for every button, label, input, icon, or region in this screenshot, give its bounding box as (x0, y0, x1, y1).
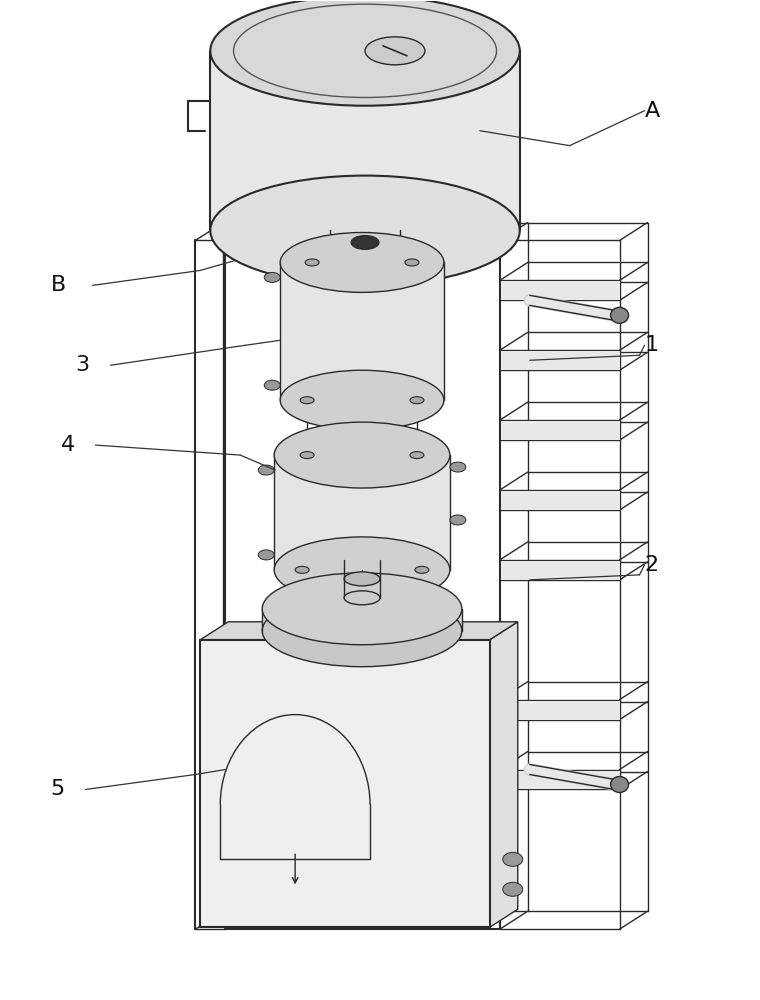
Ellipse shape (405, 259, 419, 266)
Ellipse shape (365, 37, 425, 65)
Text: B: B (51, 275, 66, 295)
Ellipse shape (300, 397, 314, 404)
Ellipse shape (258, 550, 274, 560)
Ellipse shape (274, 422, 450, 488)
Ellipse shape (503, 882, 523, 896)
Ellipse shape (344, 591, 380, 605)
Polygon shape (211, 51, 520, 230)
Text: 2: 2 (644, 555, 659, 575)
Ellipse shape (450, 515, 466, 525)
Polygon shape (274, 455, 450, 570)
Polygon shape (489, 622, 518, 927)
Ellipse shape (280, 232, 444, 292)
Ellipse shape (450, 462, 466, 472)
Ellipse shape (211, 0, 520, 106)
Ellipse shape (264, 380, 280, 390)
Ellipse shape (280, 370, 444, 430)
Ellipse shape (410, 452, 424, 459)
Polygon shape (262, 609, 462, 631)
Ellipse shape (262, 573, 462, 645)
Polygon shape (201, 640, 489, 927)
Text: 1: 1 (644, 335, 659, 355)
Ellipse shape (410, 397, 424, 404)
Ellipse shape (300, 452, 314, 459)
Polygon shape (500, 560, 619, 580)
Ellipse shape (211, 176, 520, 285)
Ellipse shape (258, 465, 274, 475)
Ellipse shape (305, 259, 319, 266)
Ellipse shape (262, 595, 462, 667)
Polygon shape (500, 280, 619, 300)
Ellipse shape (274, 537, 450, 603)
Ellipse shape (415, 566, 429, 573)
Ellipse shape (351, 235, 379, 249)
Text: 5: 5 (51, 779, 65, 799)
Ellipse shape (344, 572, 380, 586)
Polygon shape (500, 350, 619, 370)
Ellipse shape (610, 776, 629, 792)
Ellipse shape (295, 566, 309, 573)
Ellipse shape (610, 307, 629, 323)
Polygon shape (500, 770, 619, 789)
Text: 4: 4 (61, 435, 74, 455)
Text: 3: 3 (75, 355, 90, 375)
Polygon shape (500, 420, 619, 440)
Ellipse shape (264, 272, 280, 282)
Polygon shape (280, 262, 444, 400)
Ellipse shape (503, 852, 523, 866)
Polygon shape (500, 490, 619, 510)
Text: A: A (644, 101, 660, 121)
Polygon shape (201, 622, 518, 640)
Polygon shape (500, 700, 619, 720)
